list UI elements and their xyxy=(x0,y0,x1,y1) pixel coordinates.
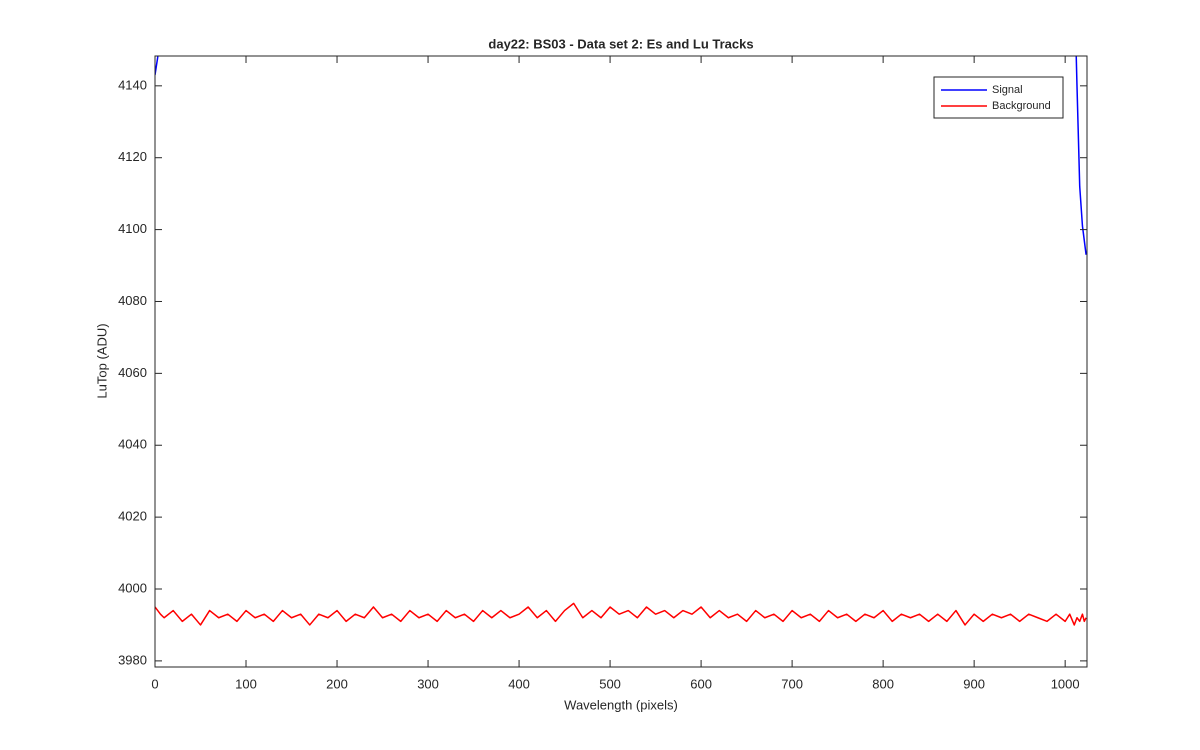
y-tick-label: 4080 xyxy=(118,293,147,308)
x-tick-label: 300 xyxy=(417,676,439,691)
x-tick-label: 1000 xyxy=(1051,676,1080,691)
plot-area xyxy=(155,56,1087,667)
y-tick-label: 4060 xyxy=(118,365,147,380)
x-tick-label: 900 xyxy=(963,676,985,691)
legend-label: Signal xyxy=(992,84,1023,96)
y-tick-label: 4140 xyxy=(118,77,147,92)
legend-label: Background xyxy=(992,100,1051,112)
y-tick-label: 3980 xyxy=(118,652,147,667)
y-tick-label: 4020 xyxy=(118,509,147,524)
y-tick-label: 4000 xyxy=(118,580,147,595)
data-line xyxy=(155,602,1087,626)
x-tick-label: 500 xyxy=(599,676,621,691)
x-tick-label: 100 xyxy=(235,676,257,691)
lines xyxy=(155,56,1087,626)
data-line xyxy=(155,56,1087,255)
legend-box xyxy=(933,76,1064,119)
x-tick-label: 700 xyxy=(781,676,803,691)
y-axis-label: LuTop (ADU) xyxy=(94,323,109,398)
x-tick-label: 200 xyxy=(326,676,348,691)
chart-title: day22: BS03 - Data set 2: Es and Lu Trac… xyxy=(488,36,753,51)
y-tick-label: 4100 xyxy=(118,221,147,236)
y-tick-label: 4120 xyxy=(118,149,147,164)
x-tick-label: 0 xyxy=(151,676,158,691)
axes-box xyxy=(154,55,1088,668)
x-tick-label: 800 xyxy=(872,676,894,691)
x-tick-label: 600 xyxy=(690,676,712,691)
y-tick-label: 4040 xyxy=(118,437,147,452)
x-axis-label: Wavelength (pixels) xyxy=(564,697,678,712)
x-tick-label: 400 xyxy=(508,676,530,691)
